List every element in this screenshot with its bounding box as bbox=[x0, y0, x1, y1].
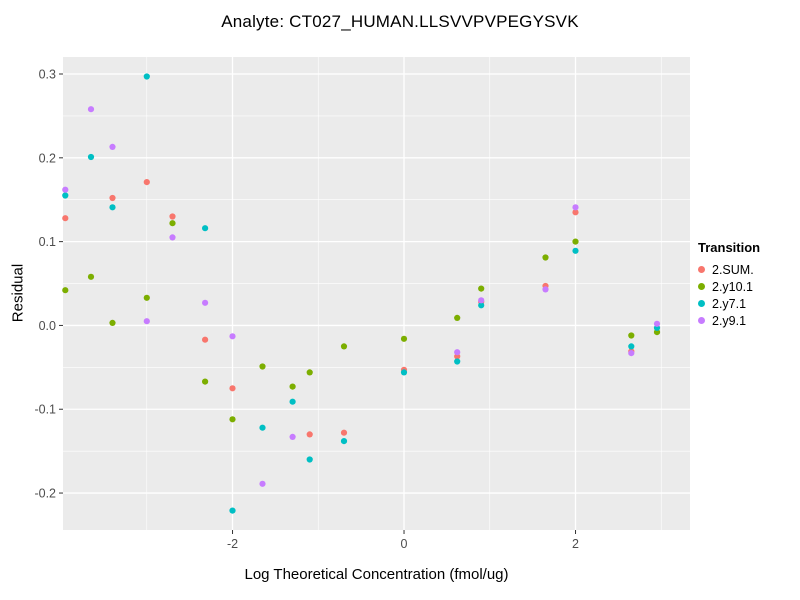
data-point bbox=[572, 209, 579, 216]
chart-title: Analyte: CT027_HUMAN.LLSVVPVPEGYSVK bbox=[221, 12, 579, 31]
legend: Transition 2.SUM. 2.y10.1 2.y7.1 2.y9.1 bbox=[698, 240, 798, 329]
data-point bbox=[289, 383, 296, 390]
legend-swatch-icon bbox=[698, 317, 705, 324]
x-tick-label: -2 bbox=[227, 537, 238, 551]
data-point bbox=[572, 238, 579, 245]
data-point bbox=[572, 247, 579, 254]
data-point bbox=[306, 456, 313, 463]
data-point bbox=[400, 335, 408, 342]
plot-panel bbox=[63, 57, 690, 530]
data-point bbox=[169, 213, 176, 220]
legend-title: Transition bbox=[698, 240, 761, 255]
data-point bbox=[454, 358, 461, 365]
legend-swatch-icon bbox=[698, 283, 705, 290]
y-tick-label: -0.1 bbox=[34, 403, 56, 417]
data-point bbox=[62, 192, 69, 199]
data-point bbox=[340, 429, 348, 436]
y-tick-label: 0.0 bbox=[39, 319, 56, 333]
data-point bbox=[628, 332, 635, 339]
data-point bbox=[340, 438, 348, 445]
data-point bbox=[229, 333, 236, 340]
legend-items: 2.SUM. 2.y10.1 2.y7.1 2.y9.1 bbox=[698, 261, 798, 329]
y-tick-label: 0.2 bbox=[39, 151, 56, 165]
data-point bbox=[202, 378, 209, 385]
data-point bbox=[87, 153, 95, 161]
data-point bbox=[478, 297, 485, 304]
data-point bbox=[478, 285, 485, 292]
legend-item-label: 2.y10.1 bbox=[712, 279, 754, 294]
data-point bbox=[62, 287, 69, 294]
x-tick-label: 2 bbox=[572, 537, 579, 551]
legend-swatch-icon bbox=[698, 266, 705, 273]
data-point bbox=[229, 416, 236, 423]
data-point bbox=[202, 336, 209, 343]
data-point bbox=[454, 314, 461, 321]
x-tick-label: 0 bbox=[401, 537, 408, 551]
data-point bbox=[109, 143, 116, 150]
data-point bbox=[202, 225, 209, 232]
data-point bbox=[62, 186, 69, 193]
data-point bbox=[628, 343, 635, 350]
data-point bbox=[340, 343, 348, 350]
y-tick-label: 0.1 bbox=[39, 235, 56, 249]
data-point bbox=[542, 286, 549, 293]
data-point bbox=[229, 385, 236, 392]
legend-swatch-icon bbox=[698, 300, 705, 307]
data-point bbox=[572, 204, 579, 211]
data-point bbox=[202, 299, 209, 306]
legend-item-label: 2.y7.1 bbox=[712, 296, 747, 311]
legend-item: 2.y7.1 bbox=[698, 295, 798, 312]
legend-item: 2.y10.1 bbox=[698, 278, 798, 295]
legend-item: 2.y9.1 bbox=[698, 312, 798, 329]
data-point bbox=[109, 204, 116, 211]
y-axis-label: Residual bbox=[9, 263, 27, 323]
data-point bbox=[454, 349, 461, 356]
data-point bbox=[109, 319, 116, 326]
data-point bbox=[400, 369, 408, 376]
data-point bbox=[143, 318, 150, 325]
data-point bbox=[62, 215, 69, 222]
data-point bbox=[143, 294, 150, 301]
legend-item: 2.SUM. bbox=[698, 261, 798, 278]
data-point bbox=[87, 273, 95, 280]
data-point bbox=[229, 507, 236, 514]
data-point bbox=[289, 433, 296, 440]
legend-item-label: 2.SUM. bbox=[712, 262, 754, 277]
data-point bbox=[109, 194, 116, 202]
data-point bbox=[289, 398, 296, 405]
y-tick-label: -0.2 bbox=[34, 487, 56, 501]
data-point bbox=[653, 320, 661, 327]
data-point bbox=[259, 363, 266, 370]
data-point bbox=[87, 106, 95, 113]
data-point bbox=[259, 424, 266, 431]
legend-item-label: 2.y9.1 bbox=[712, 313, 747, 328]
data-point bbox=[143, 179, 150, 186]
data-point bbox=[542, 254, 549, 261]
x-axis-label: Log Theoretical Concentration (fmol/ug) bbox=[244, 566, 509, 583]
y-tick-label: 0.3 bbox=[39, 68, 56, 82]
data-point bbox=[169, 234, 176, 241]
data-point bbox=[628, 350, 635, 357]
data-point bbox=[169, 220, 176, 227]
data-point bbox=[306, 369, 313, 376]
data-point bbox=[143, 73, 150, 80]
data-point bbox=[478, 302, 485, 309]
data-point bbox=[306, 431, 313, 438]
data-point bbox=[259, 480, 266, 487]
